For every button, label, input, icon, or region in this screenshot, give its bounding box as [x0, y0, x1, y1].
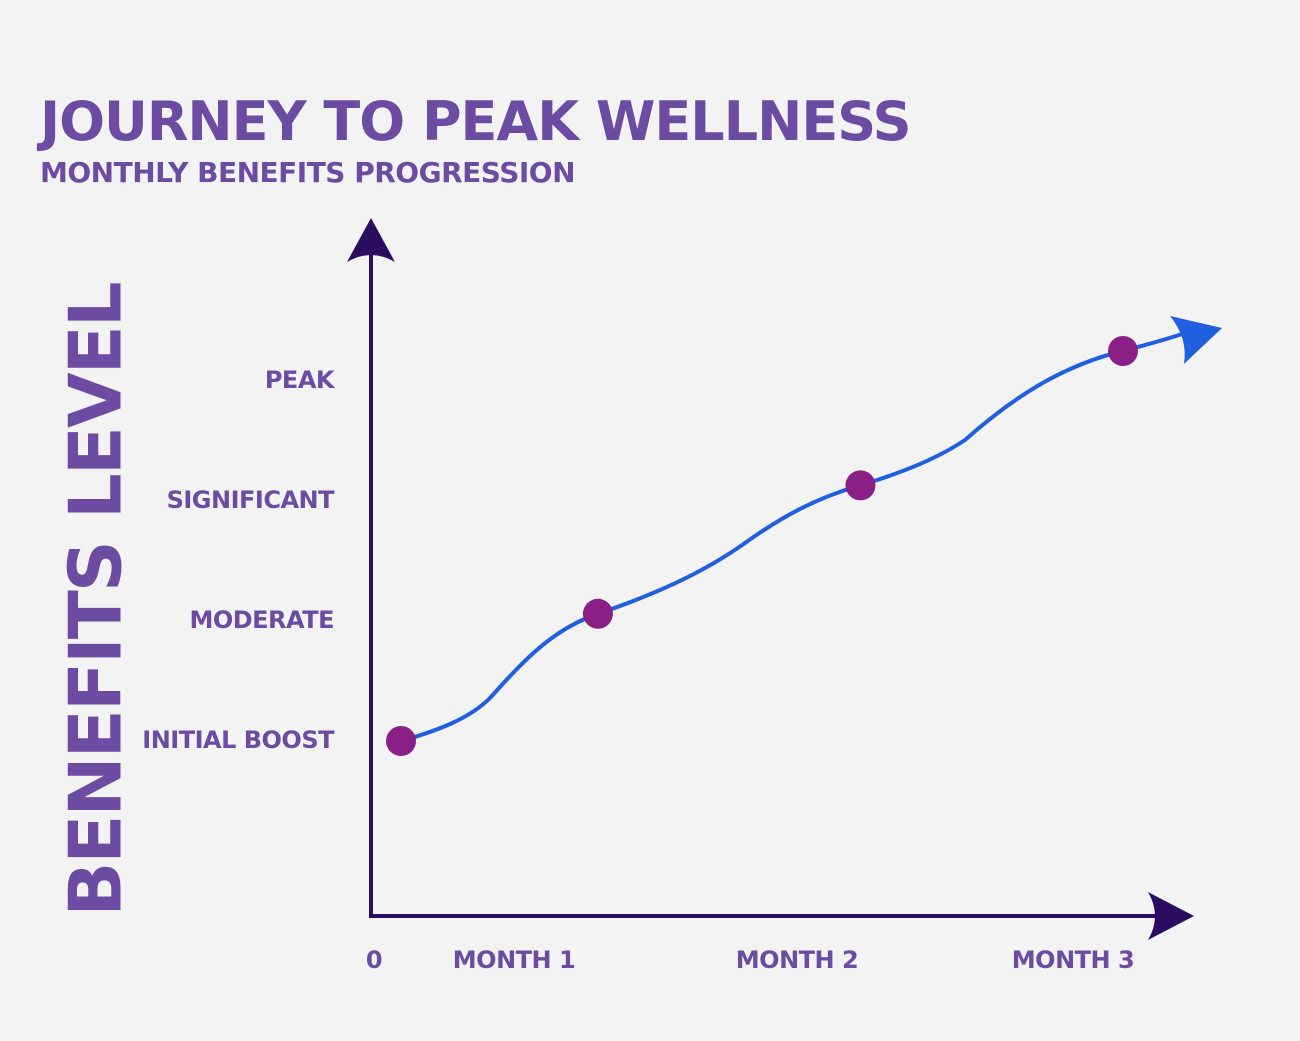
data-point [582, 598, 613, 629]
y-tick-labels: Initial Boost Moderate Significant Peak [142, 366, 336, 754]
chart-title: Journey to Peak Wellness [40, 90, 912, 153]
x-tick-label: Month 3 [1012, 946, 1134, 974]
data-point [1108, 336, 1138, 366]
y-axis-title: Benefits Level [54, 283, 138, 916]
y-tick-label: Initial Boost [142, 726, 335, 754]
x-tick-labels: 0 Month 1 Month 2 Month 3 [366, 946, 1135, 974]
series-arrowhead [1170, 316, 1222, 364]
series-line [399, 331, 1187, 743]
y-tick-label: Significant [167, 486, 336, 514]
data-point [386, 726, 416, 756]
data-point [845, 470, 876, 501]
y-tick-label: Moderate [189, 606, 334, 634]
series-group [386, 316, 1222, 756]
y-axis-arrowhead [347, 218, 395, 262]
y-tick-label: Peak [265, 366, 336, 394]
axes [347, 218, 1194, 940]
x-tick-label: Month 1 [453, 946, 575, 974]
x-tick-label: 0 [366, 946, 382, 974]
chart-subtitle: Monthly Benefits Progression [40, 156, 576, 189]
x-axis-arrowhead [1148, 892, 1194, 940]
x-tick-label: Month 2 [736, 946, 858, 974]
